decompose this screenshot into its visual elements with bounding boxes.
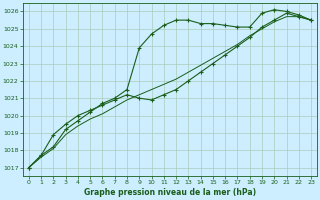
X-axis label: Graphe pression niveau de la mer (hPa): Graphe pression niveau de la mer (hPa) <box>84 188 256 197</box>
